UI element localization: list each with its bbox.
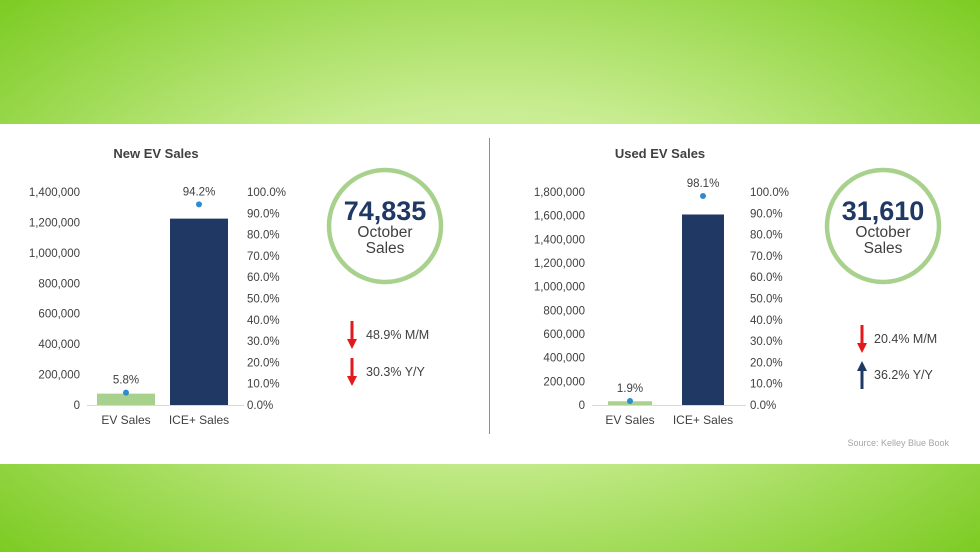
panel-1-y2tick-label: 90.0% xyxy=(247,208,280,220)
panel-2-ytick-label: 800,000 xyxy=(543,305,585,317)
panel-2-category-label: EV Sales xyxy=(605,413,654,427)
panel-1-ytick-label: 0 xyxy=(74,400,80,412)
panel-2-share-label-2: 98.1% xyxy=(687,178,720,190)
panel-2-change-text: 20.4% M/M xyxy=(874,332,937,346)
panel-1-ytick-label: 200,000 xyxy=(38,370,80,382)
panel-2-y2tick-label: 60.0% xyxy=(750,272,783,284)
panel-1-share-label-1: 5.8% xyxy=(113,375,139,387)
panel-2-y2tick-label: 100.0% xyxy=(750,187,789,199)
panel-1-ytick-label: 400,000 xyxy=(38,339,80,351)
panel-2-ytick-label: 1,000,000 xyxy=(534,282,585,294)
panel-1-y2tick-label: 20.0% xyxy=(247,357,280,369)
panel-1-ytick-label: 800,000 xyxy=(38,278,80,290)
panel-2-kpi-value: 31,610 xyxy=(842,196,925,226)
panel-1-ytick-label: 1,200,000 xyxy=(29,217,80,229)
panel-1-kpi-label-1: October xyxy=(357,224,412,241)
panel-2-y2tick-label: 30.0% xyxy=(750,336,783,348)
panel-2-y2tick-label: 0.0% xyxy=(750,400,776,412)
panel-2-ytick-label: 600,000 xyxy=(543,329,585,341)
panel-1-y2tick-label: 10.0% xyxy=(247,379,280,391)
panel-2-title: Used EV Sales xyxy=(615,146,705,161)
panel-1-y2tick-label: 50.0% xyxy=(247,294,280,306)
panel-1-y2tick-label: 30.0% xyxy=(247,336,280,348)
panel-1-ytick-label: 1,400,000 xyxy=(29,187,80,199)
panel-2-y2tick-label: 70.0% xyxy=(750,251,783,263)
panel-1-y2tick-label: 80.0% xyxy=(247,230,280,242)
panel-2-ytick-label: 1,600,000 xyxy=(534,211,585,223)
panel-2-ytick-label: 400,000 xyxy=(543,353,585,365)
panel-2-kpi-label-1: October xyxy=(855,224,910,241)
panel-1-y2tick-label: 0.0% xyxy=(247,400,273,412)
panel-2-bar-2 xyxy=(682,214,724,405)
panel-1-change-text: 48.9% M/M xyxy=(366,328,429,342)
panel-1-change-text: 30.3% Y/Y xyxy=(366,365,426,379)
panel-1-change-down-arrow-icon xyxy=(347,321,357,349)
panel-1-bar-2 xyxy=(170,218,228,405)
panel-2-ytick-label: 1,800,000 xyxy=(534,187,585,199)
panel-1-share-marker-1 xyxy=(123,389,129,396)
panel-2-ytick-label: 1,400,000 xyxy=(534,234,585,246)
panel-2-y2tick-label: 90.0% xyxy=(750,208,783,220)
panel-1-kpi-value: 74,835 xyxy=(344,196,427,226)
panel-2-change-text: 36.2% Y/Y xyxy=(874,368,934,382)
panel-1-kpi-label-2: Sales xyxy=(366,240,405,257)
panel-2-category-label: ICE+ Sales xyxy=(673,413,733,427)
panel-1-y2tick-label: 100.0% xyxy=(247,187,286,199)
panel-1-y2tick-label: 40.0% xyxy=(247,315,280,327)
panel-1-kpi-ring xyxy=(326,167,444,285)
panel-2-y2tick-label: 20.0% xyxy=(750,357,783,369)
panel-1-y2tick-label: 70.0% xyxy=(247,251,280,263)
source-note: Source: Kelley Blue Book xyxy=(847,438,949,448)
panel-2-change-down-arrow-icon xyxy=(857,325,867,353)
panel-2-kpi-label-2: Sales xyxy=(864,240,903,257)
panel-2-y2tick-label: 80.0% xyxy=(750,230,783,242)
panel-2-y2tick-label: 10.0% xyxy=(750,379,783,391)
panel-1-category-label: ICE+ Sales xyxy=(169,413,229,427)
panel-1-change-down-arrow-icon xyxy=(347,358,357,386)
panel-1-share-marker-2 xyxy=(196,201,202,208)
panel-1-share-label-2: 94.2% xyxy=(183,186,216,198)
panel-2-ytick-label: 1,200,000 xyxy=(534,258,585,270)
panel-2-ytick-label: 0 xyxy=(579,400,585,412)
panel-2-ytick-label: 200,000 xyxy=(543,376,585,388)
panel-1-category-label: EV Sales xyxy=(101,413,150,427)
panel-1-bar-1 xyxy=(97,393,155,405)
panel-2-y2tick-label: 40.0% xyxy=(750,315,783,327)
panel-1-title: New EV Sales xyxy=(113,146,198,161)
panel-2-kpi-ring xyxy=(824,167,942,285)
content-band xyxy=(0,124,980,464)
panel-1-y2tick-label: 60.0% xyxy=(247,272,280,284)
panel-2-y2tick-label: 50.0% xyxy=(750,294,783,306)
panel-2-share-marker-2 xyxy=(700,193,706,200)
panel-divider xyxy=(489,138,490,434)
panel-2-change-up-arrow-icon xyxy=(857,361,867,389)
panel-2-share-label-1: 1.9% xyxy=(617,383,643,395)
panel-2-share-marker-1 xyxy=(627,397,633,404)
panel-1-ytick-label: 600,000 xyxy=(38,309,80,321)
panel-1-ytick-label: 1,000,000 xyxy=(29,248,80,260)
